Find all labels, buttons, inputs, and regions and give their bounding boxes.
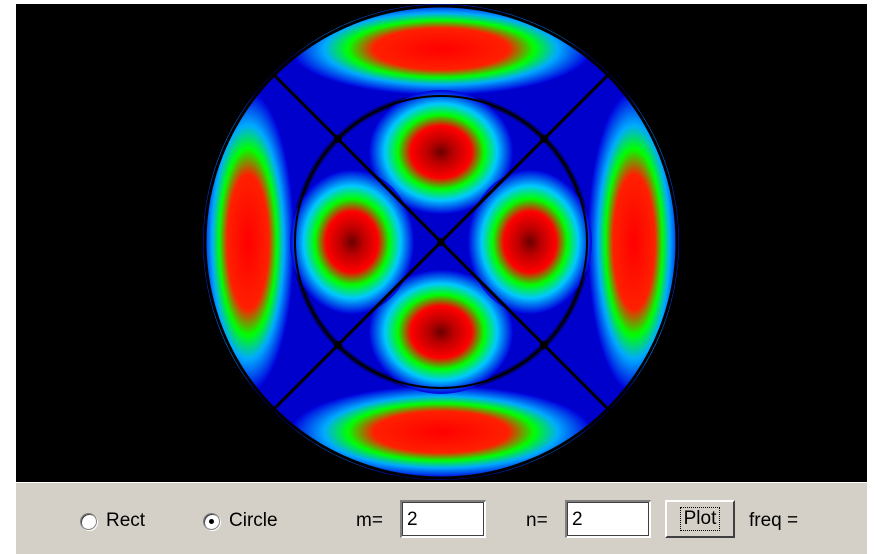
plot-button[interactable]: Plot	[665, 500, 735, 538]
inner-lobe-left	[290, 170, 414, 314]
control-panel: Rect Circle m= n= Plot freq =	[16, 482, 867, 554]
rect-radio-circle[interactable]	[80, 512, 97, 530]
circle-radio-label: Circle	[229, 510, 278, 531]
inner-lobe-top	[369, 90, 513, 214]
outer-lobe-bottom	[291, 386, 591, 478]
plot-button-label: Plot	[679, 507, 721, 531]
rect-radio-label: Rect	[106, 510, 146, 531]
mode-plot-svg	[203, 4, 679, 480]
inner-lobe-bottom	[369, 270, 513, 394]
mode-shape-plot	[16, 4, 867, 482]
outer-lobe-top	[291, 4, 591, 95]
outer-boundary	[203, 4, 679, 480]
rect-radio[interactable]: Rect	[80, 509, 145, 533]
outer-lobe-right	[588, 92, 679, 392]
freq-label: freq =	[749, 510, 799, 531]
circle-radio[interactable]: Circle	[203, 509, 278, 533]
n-label: n=	[526, 510, 548, 531]
m-label: m=	[356, 510, 383, 531]
n-input[interactable]	[565, 500, 651, 538]
inner-lobe-right	[468, 170, 592, 314]
outer-lobe-left	[203, 92, 294, 392]
circle-radio-circle[interactable]	[203, 512, 220, 530]
m-input[interactable]	[400, 500, 486, 538]
